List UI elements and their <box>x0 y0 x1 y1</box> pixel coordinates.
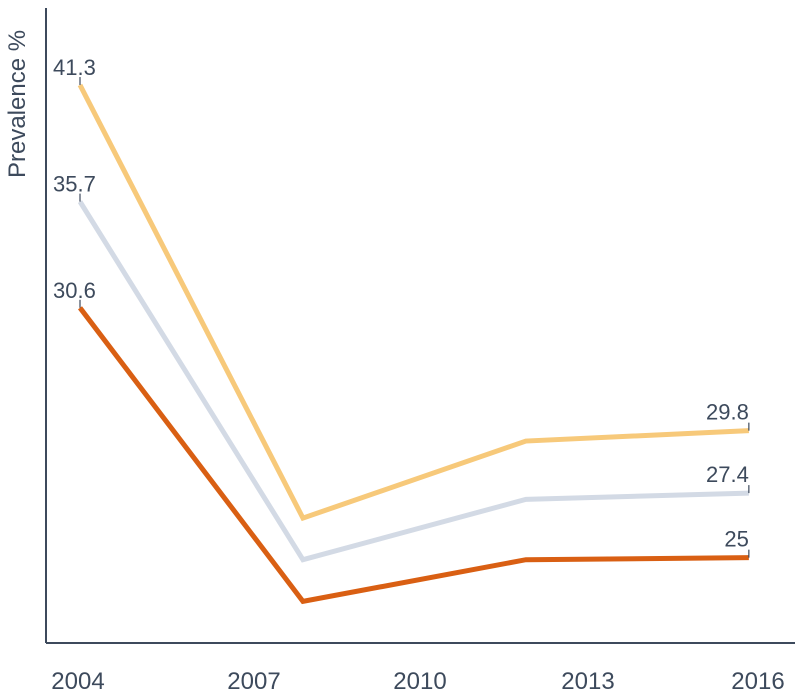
x-tick-label: 2013 <box>561 668 614 695</box>
x-tick-label: 2007 <box>227 668 280 695</box>
x-tick-label: 2004 <box>51 668 104 695</box>
series-line-2 <box>77 200 749 563</box>
data-labels-layer: 41.3 29.8 35.7 27.4 30.6 25 <box>53 55 750 558</box>
series-layer <box>77 83 749 605</box>
y-axis-label: Prevalence % <box>4 30 31 178</box>
data-label: 25 <box>724 527 748 552</box>
data-label: 35.7 <box>53 172 96 197</box>
series-line-3 <box>78 306 749 605</box>
data-label: 41.3 <box>53 55 96 80</box>
x-tick-labels: 2004 2007 2010 2013 2016 <box>51 668 784 695</box>
series-line-1 <box>77 83 749 522</box>
data-label: 27.4 <box>706 462 749 487</box>
data-label: 30.6 <box>53 278 96 303</box>
data-label: 29.8 <box>706 400 749 425</box>
x-tick-label: 2010 <box>393 668 446 695</box>
x-tick-label: 2016 <box>731 668 784 695</box>
